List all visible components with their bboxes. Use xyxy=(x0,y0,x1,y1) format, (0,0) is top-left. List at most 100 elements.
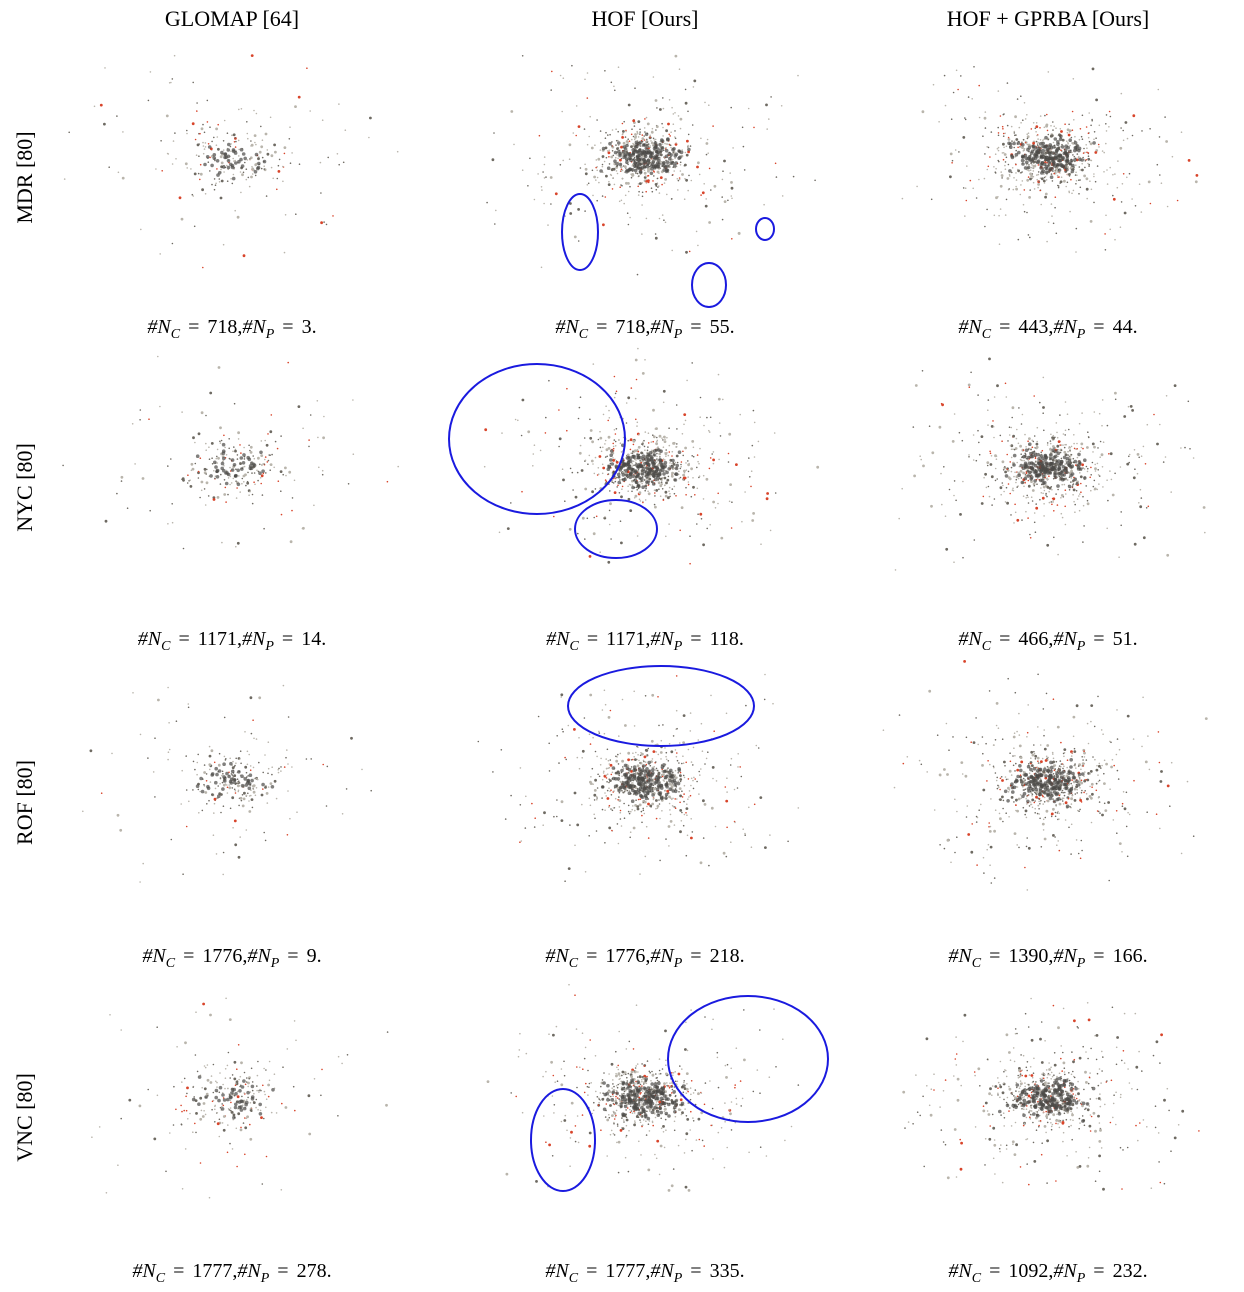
point xyxy=(993,437,995,439)
point xyxy=(1118,556,1120,558)
point xyxy=(289,138,291,140)
point xyxy=(653,750,656,753)
point xyxy=(1088,133,1090,135)
point xyxy=(636,489,638,491)
structure-point xyxy=(666,137,670,141)
point xyxy=(68,132,70,134)
point xyxy=(1054,207,1056,209)
point xyxy=(635,799,637,801)
point xyxy=(208,800,210,802)
structure-point xyxy=(1062,164,1066,168)
point xyxy=(679,809,682,812)
point xyxy=(676,446,678,448)
point xyxy=(1052,129,1054,131)
point xyxy=(1042,139,1044,141)
point xyxy=(593,532,596,535)
point xyxy=(1010,445,1012,447)
point xyxy=(271,414,273,416)
point xyxy=(1045,494,1047,496)
point xyxy=(723,160,726,163)
point xyxy=(642,452,644,454)
point xyxy=(1020,194,1022,196)
point xyxy=(492,158,495,161)
point xyxy=(680,464,682,466)
point xyxy=(584,164,586,166)
point xyxy=(758,441,760,443)
point xyxy=(1007,177,1010,180)
point xyxy=(1080,451,1082,453)
point xyxy=(774,432,776,434)
point xyxy=(1091,189,1093,191)
structure-point xyxy=(218,769,222,773)
point xyxy=(1025,141,1027,143)
point xyxy=(634,87,636,89)
point xyxy=(573,728,576,731)
point xyxy=(229,467,231,469)
point xyxy=(252,807,254,809)
point xyxy=(1036,483,1038,485)
point xyxy=(1016,519,1019,522)
point xyxy=(675,462,677,464)
point xyxy=(635,419,637,421)
point xyxy=(752,445,754,447)
point xyxy=(1038,171,1040,173)
point xyxy=(1093,446,1096,449)
point xyxy=(731,238,733,240)
point xyxy=(250,769,252,771)
point xyxy=(615,481,617,483)
subscript: P xyxy=(673,327,683,342)
structure-point xyxy=(1021,159,1025,163)
point xyxy=(1063,451,1066,454)
point xyxy=(995,480,997,482)
point xyxy=(814,180,816,182)
point xyxy=(615,433,617,435)
point xyxy=(157,356,159,358)
point xyxy=(1027,497,1029,499)
point xyxy=(696,467,698,469)
point xyxy=(1034,485,1036,487)
point xyxy=(618,735,620,737)
point xyxy=(527,185,529,187)
point xyxy=(693,80,696,83)
point xyxy=(616,140,618,142)
point xyxy=(1080,169,1082,171)
point xyxy=(669,465,671,467)
point xyxy=(264,459,266,461)
point xyxy=(679,178,681,180)
point xyxy=(172,78,174,80)
point xyxy=(160,140,162,142)
point xyxy=(1068,429,1070,431)
point xyxy=(264,168,266,170)
point xyxy=(959,432,961,434)
structure-point xyxy=(240,148,244,152)
point xyxy=(945,548,948,551)
structure-point xyxy=(203,163,207,167)
point xyxy=(678,180,680,182)
point xyxy=(608,151,611,154)
column-header: GLOMAP [64] xyxy=(165,6,299,31)
point xyxy=(276,798,278,800)
point xyxy=(1092,462,1094,464)
point xyxy=(1076,448,1078,450)
structure-point xyxy=(261,783,265,787)
point xyxy=(558,762,560,764)
point xyxy=(602,195,604,197)
structure-point xyxy=(1021,155,1025,159)
structure-point xyxy=(222,443,226,447)
point xyxy=(642,444,644,446)
point xyxy=(284,766,286,768)
point xyxy=(689,535,691,537)
point xyxy=(186,826,188,828)
point xyxy=(244,466,246,468)
point xyxy=(656,458,658,460)
point xyxy=(590,743,592,745)
point xyxy=(602,223,605,226)
point xyxy=(624,165,627,168)
point xyxy=(1007,440,1009,442)
point xyxy=(604,792,606,794)
point xyxy=(569,158,571,160)
point-count: 44 xyxy=(1113,316,1133,338)
structure-point xyxy=(1052,456,1056,460)
point xyxy=(1002,460,1005,463)
point xyxy=(1040,452,1042,454)
